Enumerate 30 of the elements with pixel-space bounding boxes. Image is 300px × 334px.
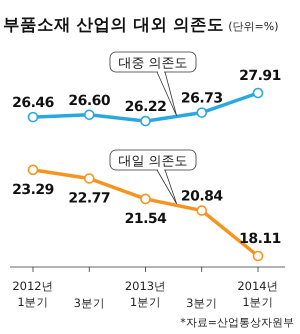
point bbox=[84, 173, 95, 184]
data-label: 22.77 bbox=[68, 190, 110, 206]
point bbox=[196, 107, 208, 118]
data-label: 18.11 bbox=[239, 231, 281, 247]
data-label: 27.91 bbox=[239, 68, 281, 84]
chart-title: 부품소재 산업의 대외 의존도 bbox=[3, 15, 224, 34]
point bbox=[252, 88, 264, 98]
text: *자료=산업통상자원부 bbox=[180, 316, 294, 329]
x-tick-label: 2013년 1분기 bbox=[124, 279, 166, 309]
point bbox=[28, 112, 38, 122]
data-label: 23.29 bbox=[12, 182, 54, 198]
point bbox=[84, 109, 95, 120]
point bbox=[196, 205, 208, 216]
point bbox=[252, 250, 264, 262]
chart-subtitle: (단위=%) bbox=[228, 20, 278, 33]
point bbox=[28, 164, 38, 176]
text: 대중 의존도 bbox=[118, 56, 188, 71]
x-tick-label: 3분기 bbox=[74, 296, 105, 310]
point bbox=[140, 194, 151, 204]
x-tick-label: 2012년 1분기 bbox=[12, 279, 54, 309]
x-tick-label: 2014년 1분기 bbox=[237, 279, 279, 309]
series-label: 대일 의존도 bbox=[118, 154, 188, 169]
data-label: 26.46 bbox=[12, 95, 54, 112]
x-tick-label: 3분기 bbox=[186, 296, 218, 310]
point bbox=[140, 116, 151, 126]
data-label: 20.84 bbox=[180, 188, 224, 205]
data-label: 21.54 bbox=[124, 210, 168, 227]
data-label: 26.60 bbox=[68, 92, 111, 109]
data-label: 26.73 bbox=[180, 90, 223, 107]
data-label: 26.22 bbox=[124, 99, 166, 116]
